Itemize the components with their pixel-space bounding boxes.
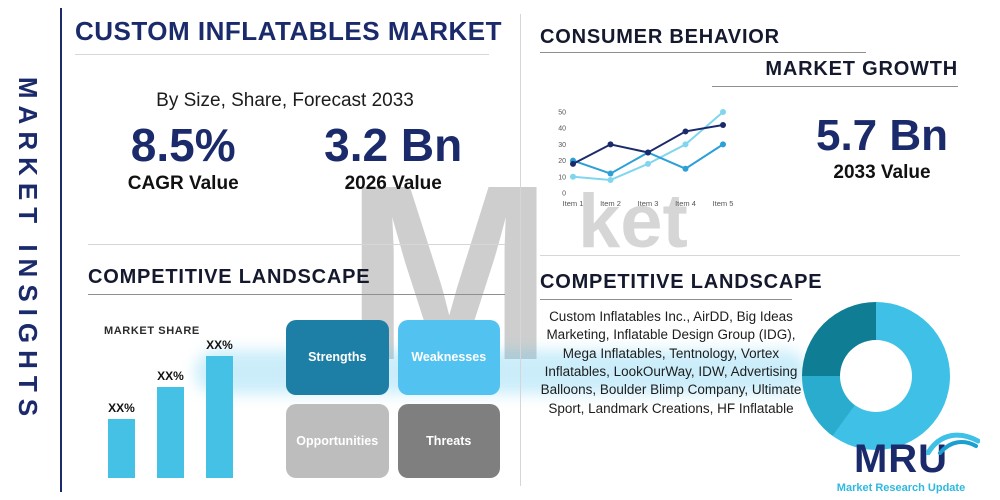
- logo-caption: Market Research Update: [836, 482, 966, 494]
- market-share-bar: [206, 356, 233, 478]
- subtitle: By Size, Share, Forecast 2033: [156, 90, 414, 111]
- stat-cagr: 8.5% CAGR Value: [128, 120, 239, 195]
- bar-value-label: XX%: [157, 369, 184, 383]
- stat-2033-value: 5.7 Bn: [815, 111, 949, 160]
- market-share-bar: [108, 419, 135, 478]
- swot-grid: Strengths Weaknesses Opportunities Threats: [286, 320, 500, 478]
- light-blue-series-point: [720, 109, 726, 115]
- light-blue-series-point: [570, 173, 576, 180]
- consumer-behavior-underline: [540, 52, 866, 53]
- y-tick-label: 20: [558, 158, 566, 165]
- light-blue-series-point: [645, 160, 651, 167]
- navy-series-point: [607, 141, 614, 148]
- light-blue-series-point: [682, 141, 689, 148]
- navy-series-point: [645, 149, 651, 156]
- x-tick-label: Item 4: [675, 199, 696, 208]
- bar-group: XX%: [206, 338, 233, 478]
- stat-2026-value: 3.2 Bn: [324, 119, 463, 171]
- swot-tile-strengths: Strengths: [286, 320, 389, 395]
- left-section-divider: [88, 244, 505, 245]
- blue-series-line: [572, 143, 724, 175]
- stats-row: 8.5% CAGR Value 3.2 Bn 2026 Value: [85, 120, 505, 195]
- navy-series-point: [720, 121, 726, 128]
- light-blue-series-point: [607, 177, 614, 184]
- blue-series-point: [682, 165, 689, 172]
- bar-value-label: XX%: [108, 401, 135, 415]
- market-share-label: MARKET SHARE: [104, 325, 200, 337]
- logo-swoosh-icon: [926, 432, 980, 455]
- column-divider: [520, 14, 521, 486]
- competitive-landscape-heading-right: COMPETITIVE LANDSCAPE: [540, 271, 823, 293]
- watermark-tail: ket: [578, 179, 688, 264]
- market-growth-heading: MARKET GROWTH: [765, 58, 958, 80]
- companies-list: Custom Inflatables Inc., AirDD, Big Idea…: [540, 309, 802, 416]
- bar-chart: XX% XX% XX%: [108, 336, 233, 478]
- swot-tile-opportunities: Opportunities: [286, 403, 389, 478]
- swot-tile-threats: Threats: [397, 403, 500, 478]
- blue-series-point: [720, 141, 726, 148]
- x-tick-label: Item 5: [713, 199, 734, 208]
- navy-series-point: [682, 128, 689, 135]
- competitive-right-underline: [540, 299, 792, 300]
- stat-2033-label: 2033 Value: [833, 162, 931, 184]
- sidebar-divider-line: [60, 8, 62, 492]
- sidebar-vertical-title: MARKET INSIGHTS: [13, 76, 43, 424]
- donut-hole: [840, 340, 912, 412]
- competitive-landscape-heading-left: COMPETITIVE LANDSCAPE: [88, 266, 371, 288]
- blue-series-point: [607, 170, 614, 177]
- stat-cagr-label: CAGR Value: [127, 172, 239, 194]
- bar-group: XX%: [108, 401, 135, 478]
- right-section-divider: [540, 255, 960, 256]
- competitive-left-underline: [88, 294, 505, 295]
- stat-2033: 5.7 Bn 2033 Value: [793, 111, 971, 184]
- bar-value-label: XX%: [206, 338, 233, 352]
- y-tick-label: 50: [558, 110, 566, 117]
- x-tick-label: Item 1: [563, 199, 584, 208]
- y-tick-label: 0: [562, 191, 566, 198]
- y-tick-label: 10: [558, 174, 566, 181]
- market-share-bar: [157, 387, 184, 478]
- line-chart: 0 10 20 30 40 50 Item 1 Item 2 Item 3 Item 4 Item …: [558, 109, 734, 208]
- y-tick-label: 30: [558, 142, 566, 149]
- y-tick-label: 40: [558, 126, 566, 133]
- stat-2026: 3.2 Bn 2026 Value: [324, 120, 462, 195]
- x-tick-label: Item 2: [600, 199, 621, 208]
- bar-group: XX%: [157, 369, 184, 478]
- stat-cagr-value: 8.5%: [130, 119, 236, 171]
- logo: MRU Market Research Update: [816, 432, 986, 494]
- title-underline: [75, 54, 489, 55]
- market-growth-underline: [712, 86, 958, 87]
- donut-chart: [802, 302, 950, 450]
- light-blue-series-line: [572, 111, 724, 182]
- page-title: CUSTOM INFLATABLES MARKET: [75, 16, 503, 46]
- navy-series-point: [570, 160, 576, 167]
- stat-2026-label: 2026 Value: [344, 172, 442, 194]
- x-tick-label: Item 3: [638, 199, 659, 208]
- consumer-behavior-heading: CONSUMER BEHAVIOR: [540, 26, 780, 48]
- swot-tile-weaknesses: Weaknesses: [397, 320, 500, 395]
